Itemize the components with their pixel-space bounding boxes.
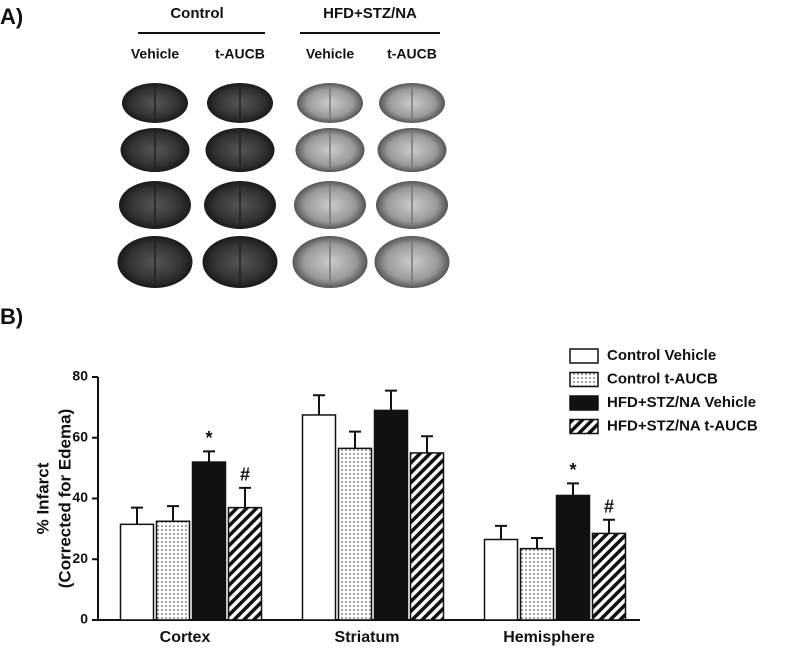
bar — [191, 461, 227, 621]
error-bar — [203, 450, 215, 463]
bar-chart: B) % Infarct (Corrected for Edema) 0 20 40 60 8… — [0, 304, 758, 646]
legend-swatch — [569, 418, 599, 435]
bar — [555, 494, 591, 621]
bar — [301, 414, 337, 621]
error-bar — [167, 505, 179, 522]
error-bar — [603, 518, 615, 534]
column-label: Vehicle — [131, 46, 179, 62]
y-tick-label: 80 — [72, 368, 88, 384]
column-label: t-AUCB — [215, 46, 265, 62]
error-bar — [313, 394, 325, 415]
y-tick-label: 20 — [72, 550, 88, 566]
panel-label: B) — [0, 304, 23, 329]
error-bar — [239, 486, 251, 508]
group-label: Control — [170, 5, 223, 22]
bar — [373, 409, 409, 621]
y-tick-label: 60 — [72, 428, 88, 444]
bar — [483, 538, 519, 621]
bar — [155, 520, 191, 621]
panel-label: A) — [0, 4, 23, 29]
error-bar — [495, 524, 507, 540]
column-label: Vehicle — [306, 46, 354, 62]
error-bar — [385, 389, 397, 411]
column-label: t-AUCB — [387, 46, 437, 62]
legend-label: HFD+STZ/NA Vehicle — [607, 394, 756, 411]
bar — [519, 547, 555, 621]
y-axis-title: (Corrected for Edema) — [55, 409, 74, 588]
x-tick-label: Hemisphere — [503, 629, 595, 646]
error-bar — [349, 430, 361, 449]
significance-marker: # — [240, 465, 250, 485]
bar — [337, 447, 373, 621]
significance-marker: * — [569, 460, 576, 480]
bar — [591, 532, 627, 621]
x-tick-label: Cortex — [160, 629, 211, 646]
significance-marker: # — [604, 497, 614, 517]
group-label: HFD+STZ/NA — [323, 5, 417, 22]
error-bar — [421, 435, 433, 453]
legend-label: HFD+STZ/NA t-AUCB — [607, 417, 758, 434]
significance-marker: * — [205, 428, 212, 448]
y-tick-label: 0 — [80, 611, 88, 627]
error-bar — [531, 536, 543, 549]
bar — [409, 452, 445, 621]
x-tick-label: Striatum — [335, 629, 400, 646]
error-bar — [131, 506, 143, 525]
legend-label: Control Vehicle — [607, 347, 716, 364]
y-tick-label: 40 — [72, 489, 88, 505]
error-bar — [567, 482, 579, 496]
legend-label: Control t-AUCB — [607, 370, 718, 387]
bar — [227, 506, 263, 621]
legend-swatch — [569, 348, 599, 364]
legend-swatch — [569, 371, 599, 388]
bar — [119, 523, 155, 621]
y-axis-title: % Infarct — [33, 462, 52, 534]
legend-swatch — [569, 395, 599, 411]
brain-sections — [117, 83, 450, 288]
